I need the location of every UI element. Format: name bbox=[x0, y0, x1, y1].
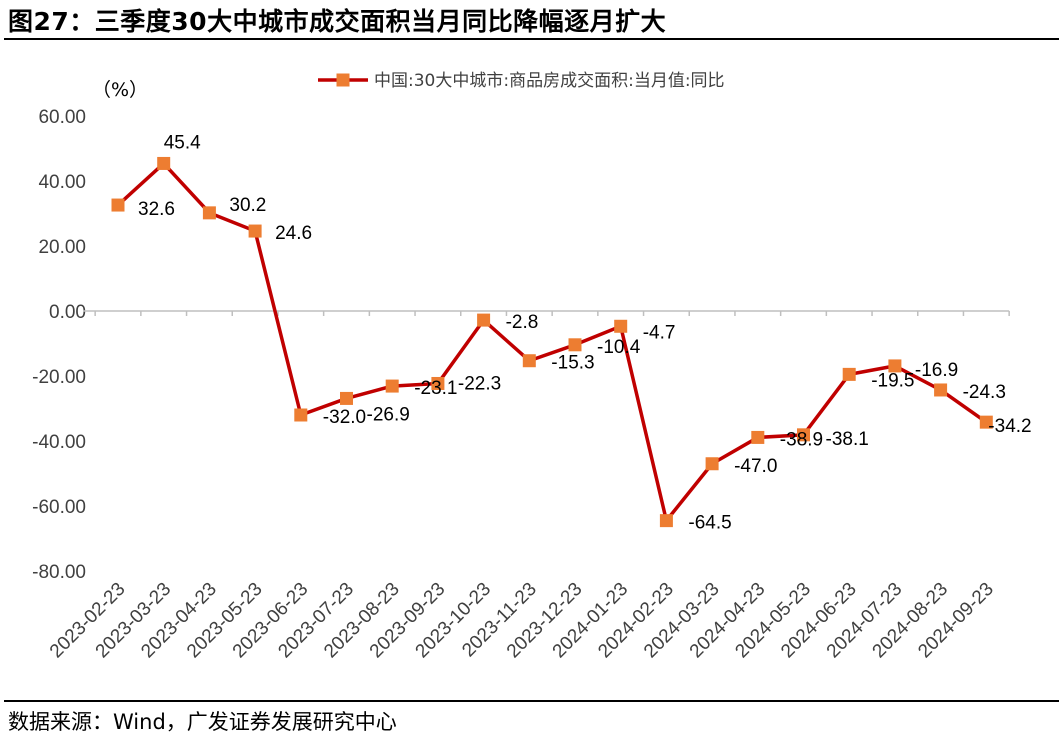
data-point bbox=[934, 383, 948, 397]
y-tick-label: 20.00 bbox=[38, 237, 86, 258]
data-label: -19.5 bbox=[871, 370, 914, 391]
data-label: -47.0 bbox=[734, 456, 777, 477]
y-tick-label: 0.00 bbox=[49, 302, 86, 323]
figure-title: 图27：三季度30大中城市成交面积当月同比降幅逐月扩大 bbox=[8, 7, 667, 36]
data-point bbox=[202, 206, 216, 220]
y-axis: 60.00 40.00 20.00 0.00 -20.00 -40.00 -60.00 -80… bbox=[32, 107, 86, 583]
data-point bbox=[979, 415, 993, 429]
data-point bbox=[111, 198, 125, 212]
legend-label: 中国:30大中城市:商品房成交面积:当月值:同比 bbox=[374, 71, 725, 91]
data-point bbox=[477, 313, 491, 327]
chart-legend: 中国:30大中城市:商品房成交面积:当月值:同比 bbox=[318, 71, 725, 91]
data-label: -22.3 bbox=[458, 373, 501, 394]
data-point bbox=[385, 379, 399, 393]
y-tick-label: 40.00 bbox=[38, 172, 86, 193]
data-point bbox=[294, 408, 308, 422]
data-label: -24.3 bbox=[963, 382, 1006, 403]
data-label: -15.3 bbox=[551, 353, 594, 374]
data-label: -32.0 bbox=[323, 407, 366, 428]
data-label: -64.5 bbox=[688, 513, 731, 534]
data-label: 45.4 bbox=[164, 132, 201, 153]
data-point bbox=[659, 514, 673, 528]
data-label: -38.9 bbox=[780, 429, 823, 450]
data-label: -38.1 bbox=[826, 429, 869, 450]
data-point bbox=[431, 376, 445, 390]
data-label: -26.9 bbox=[367, 404, 410, 425]
data-point bbox=[705, 457, 719, 471]
data-label: -16.9 bbox=[915, 360, 958, 381]
data-point bbox=[888, 359, 902, 373]
data-point bbox=[797, 428, 810, 442]
series-line bbox=[116, 161, 988, 523]
y-unit-label: （%） bbox=[92, 79, 148, 101]
y-tick-label: -40.00 bbox=[32, 432, 86, 453]
y-tick-label: -60.00 bbox=[32, 497, 86, 518]
data-point bbox=[522, 354, 536, 368]
data-point bbox=[568, 338, 582, 352]
data-point bbox=[340, 391, 353, 405]
data-label: -2.8 bbox=[506, 312, 539, 333]
data-point bbox=[842, 367, 856, 381]
y-tick-label: -80.00 bbox=[32, 562, 86, 583]
y-tick-label: -20.00 bbox=[32, 367, 86, 388]
plot-area: 32.6 45.4 30.2 24.6 -32.0 -26.9-23.1 -22.3 -2.8… bbox=[111, 132, 1032, 534]
data-label: -34.2 bbox=[988, 416, 1031, 437]
data-point bbox=[157, 156, 171, 170]
source-note: 数据来源：Wind，广发证券发展研究中心 bbox=[8, 710, 397, 734]
data-point bbox=[248, 224, 262, 238]
data-point bbox=[614, 319, 628, 333]
data-label: 24.6 bbox=[275, 223, 312, 244]
y-tick-label: 60.00 bbox=[38, 107, 86, 128]
data-point bbox=[751, 430, 765, 444]
data-label: 32.6 bbox=[138, 199, 175, 220]
data-label: -4.7 bbox=[643, 322, 676, 343]
data-label: -10.4 bbox=[597, 337, 641, 358]
line-chart: 中国:30大中城市:商品房成交面积:当月值:同比 （%） 60.00 40.00 2… bbox=[32, 71, 1032, 662]
data-label: -23.1 bbox=[414, 378, 457, 399]
data-label: 30.2 bbox=[229, 195, 266, 216]
legend-marker bbox=[336, 73, 350, 87]
bottom-rule bbox=[4, 700, 1059, 702]
top-rule bbox=[4, 38, 1059, 40]
